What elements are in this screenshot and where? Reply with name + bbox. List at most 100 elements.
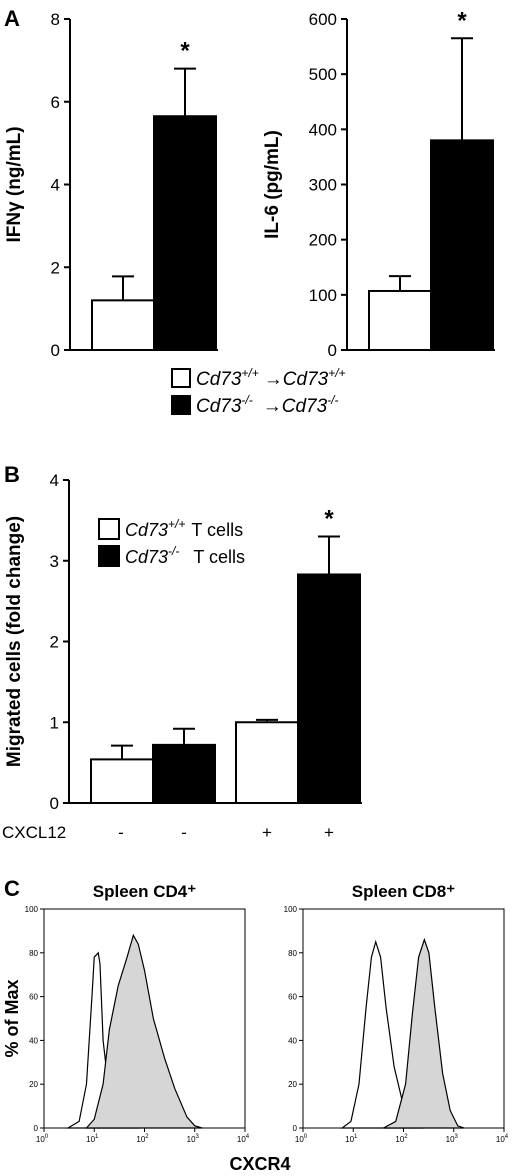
- y-tick-label: 0: [293, 1124, 298, 1133]
- y-axis-label: IL-6 (pg/mL): [262, 130, 283, 239]
- panel-c-label: C: [4, 876, 20, 901]
- svg-text:Cd73-/-T cells: Cd73-/- T cells: [125, 544, 245, 567]
- x-tick-base: 10: [187, 1135, 196, 1144]
- x-tick-base: 10: [295, 1135, 304, 1144]
- x-tick-label: 101: [345, 1134, 358, 1144]
- y-tick-label: 400: [309, 120, 337, 139]
- legend-a-arrow: →: [264, 369, 283, 390]
- y-tick-label: 4: [50, 471, 59, 490]
- x-tick-exponent: 1: [95, 1134, 99, 1140]
- y-tick-label: 300: [309, 176, 337, 195]
- y-tick-label: 100: [309, 286, 337, 305]
- x-tick-base: 10: [496, 1135, 505, 1144]
- legend-a-genotype: +/+: [241, 366, 258, 380]
- legend-a-genotype: -/-: [241, 393, 252, 407]
- y-tick-label: 2: [50, 633, 59, 652]
- legend-a-gene: Cd73: [282, 396, 328, 417]
- bar: [368, 289, 432, 352]
- legend-a-entry-1: Cd73+/+ →Cd73+/+: [171, 366, 346, 390]
- bar: [152, 743, 216, 804]
- legend-a-genotype: -/-: [327, 393, 338, 407]
- legend-a-gene: Cd73: [196, 396, 242, 417]
- x-tick-label: 103: [187, 1134, 200, 1144]
- y-tick-label: 200: [309, 231, 337, 250]
- legend-a-entry-2: Cd73-/- →Cd73-/-: [171, 393, 339, 417]
- x-tick-label: 102: [395, 1134, 408, 1144]
- x-tick-exponent: 1: [354, 1134, 358, 1140]
- cxcl12-value: -: [118, 823, 124, 842]
- svg-text:Cd73+/+T cells: Cd73+/+ T cells: [125, 517, 243, 540]
- bar: [90, 758, 154, 805]
- y-tick-label: 80: [29, 949, 38, 958]
- bar: [297, 573, 361, 804]
- bar: [430, 139, 494, 351]
- x-tick-label: 101: [86, 1134, 99, 1144]
- x-tick-base: 10: [86, 1135, 95, 1144]
- cxcl12-label: CXCL12: [2, 823, 66, 842]
- x-tick-label: 100: [295, 1134, 308, 1144]
- il6-chart: 0 100 200 300 400 500 600 IL-6 (pg/mL) *: [262, 7, 495, 360]
- legend-b-genotype: +/+: [168, 517, 185, 531]
- panel-a-label: A: [4, 6, 20, 31]
- cxcl12-value: +: [324, 823, 334, 842]
- x-tick-base: 10: [237, 1135, 246, 1144]
- significance-marker: *: [324, 506, 334, 533]
- x-tick-exponent: 4: [505, 1134, 509, 1140]
- y-tick-label: 0: [328, 341, 337, 360]
- y-tick-label: 2: [51, 258, 60, 277]
- bar: [153, 115, 217, 351]
- significance-marker: *: [180, 38, 190, 65]
- y-tick-label: 60: [288, 993, 297, 1002]
- y-tick-label: 20: [29, 1080, 38, 1089]
- x-axis-label: CXCR4: [229, 1154, 290, 1174]
- cxcl12-row: CXCL12 - - + +: [2, 823, 334, 842]
- y-tick-label: 1: [50, 713, 59, 732]
- svg-text:Cd73-/-→Cd73-/-: Cd73-/- →Cd73-/-: [196, 393, 339, 417]
- y-tick-label: 0: [34, 1124, 39, 1133]
- significance-marker: *: [457, 7, 467, 34]
- x-tick-label: 104: [237, 1134, 250, 1144]
- legend-b-swatch-white: [98, 518, 120, 540]
- x-tick-label: 104: [496, 1134, 509, 1144]
- migration-chart: 0 1 2 3 4 Migrated cells (fold change) *: [4, 471, 362, 813]
- legend-b-suffix: T cells: [191, 520, 243, 540]
- y-axis-label: Migrated cells (fold change): [4, 516, 25, 767]
- y-tick-label: 8: [51, 10, 60, 29]
- x-tick-exponent: 3: [455, 1134, 459, 1140]
- y-tick-label: 20: [288, 1080, 297, 1089]
- bar: [91, 299, 155, 352]
- legend-a-genotype: +/+: [328, 366, 345, 380]
- legend-b: Cd73 +/+ T cells Cd73-/- T cells: [98, 517, 245, 567]
- legend-b-entry-1: Cd73+/+ T cells: [98, 517, 243, 540]
- y-tick-label: 40: [288, 1036, 297, 1045]
- cxcl12-value: -: [181, 823, 187, 842]
- y-tick-label: 60: [29, 993, 38, 1002]
- x-tick-exponent: 4: [246, 1134, 250, 1140]
- x-tick-base: 10: [395, 1135, 404, 1144]
- histogram-curve: [383, 937, 465, 1129]
- legend-a-arrow: →: [263, 396, 282, 417]
- x-tick-base: 10: [446, 1135, 455, 1144]
- y-tick-label: 500: [309, 65, 337, 84]
- legend-a: Cd73+/+ →Cd73+/+ Cd73-/- →Cd73-/-: [171, 366, 346, 417]
- legend-b-swatch-black: [98, 545, 120, 567]
- x-tick-base: 10: [136, 1135, 145, 1144]
- y-tick-label: 0: [50, 794, 59, 813]
- y-axis-label: % of Max: [2, 979, 22, 1057]
- x-tick-label: 102: [136, 1134, 149, 1144]
- legend-b-gene: Cd73: [125, 547, 168, 567]
- y-tick-label: 6: [51, 93, 60, 112]
- y-tick-label: 0: [51, 341, 60, 360]
- y-tick-label: 80: [288, 949, 297, 958]
- x-tick-label: 103: [446, 1134, 459, 1144]
- cxcl12-value: +: [262, 823, 272, 842]
- ifng-chart: 0 2 4 6 8 IFNγ (ng/mL) *: [4, 10, 218, 360]
- legend-b-entry-2: Cd73-/- T cells: [98, 544, 245, 567]
- y-tick-label: 600: [309, 10, 337, 29]
- x-tick-base: 10: [36, 1135, 45, 1144]
- x-tick-exponent: 2: [145, 1134, 149, 1140]
- histogram-title: Spleen CD8⁺: [352, 882, 455, 901]
